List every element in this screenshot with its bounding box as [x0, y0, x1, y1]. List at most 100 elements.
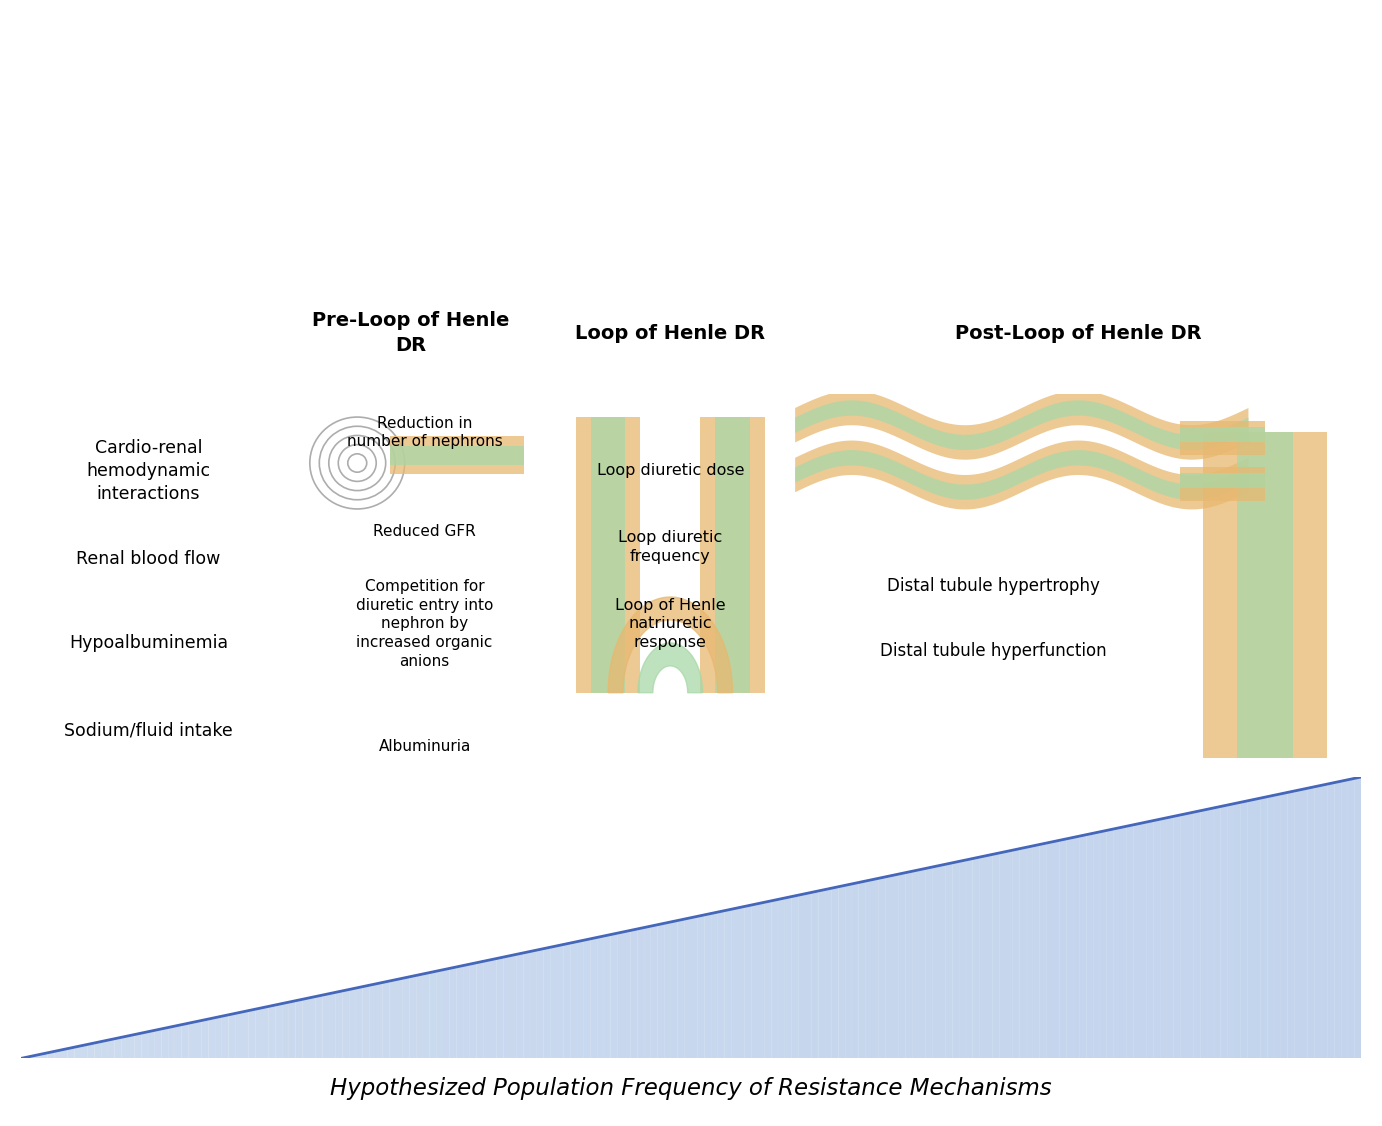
Polygon shape [1213, 806, 1220, 1058]
Polygon shape [1173, 815, 1180, 1058]
Polygon shape [470, 963, 477, 1058]
Polygon shape [811, 891, 818, 1058]
Polygon shape [54, 1049, 61, 1058]
Polygon shape [543, 947, 550, 1058]
Polygon shape [611, 933, 618, 1058]
Polygon shape [1328, 783, 1335, 1058]
Bar [1180, 427, 1265, 441]
Polygon shape [919, 868, 926, 1058]
Polygon shape [275, 1003, 282, 1058]
Polygon shape [1187, 812, 1194, 1058]
Polygon shape [1201, 810, 1206, 1058]
Polygon shape [1328, 783, 1335, 1058]
Polygon shape [1341, 779, 1347, 1058]
Polygon shape [383, 981, 390, 1058]
Polygon shape [35, 1054, 41, 1058]
Polygon shape [336, 991, 343, 1058]
Polygon shape [811, 891, 818, 1058]
Polygon shape [216, 1016, 221, 1058]
Polygon shape [1267, 795, 1274, 1058]
Polygon shape [966, 859, 973, 1058]
Polygon shape [905, 872, 912, 1058]
Polygon shape [181, 1024, 188, 1058]
Polygon shape [1180, 813, 1187, 1058]
Polygon shape [724, 910, 731, 1058]
Polygon shape [1006, 850, 1013, 1058]
Polygon shape [235, 1012, 242, 1058]
Polygon shape [973, 857, 980, 1058]
Polygon shape [898, 873, 905, 1058]
Polygon shape [1288, 790, 1294, 1058]
Polygon shape [1260, 797, 1267, 1058]
Polygon shape [477, 962, 484, 1058]
Polygon shape [1347, 778, 1354, 1058]
Polygon shape [209, 1018, 216, 1058]
Polygon shape [778, 899, 785, 1058]
Polygon shape [919, 868, 926, 1058]
Polygon shape [1307, 787, 1314, 1058]
Polygon shape [858, 881, 865, 1058]
Polygon shape [879, 877, 886, 1058]
Polygon shape [1294, 789, 1300, 1058]
Polygon shape [531, 950, 536, 1058]
Polygon shape [771, 900, 778, 1058]
Polygon shape [68, 1047, 75, 1058]
Polygon shape [402, 976, 409, 1058]
Polygon shape [61, 1048, 68, 1058]
Polygon shape [1260, 797, 1267, 1058]
Polygon shape [82, 1045, 88, 1058]
Polygon shape [1294, 789, 1300, 1058]
Polygon shape [637, 928, 644, 1058]
Polygon shape [1241, 801, 1248, 1058]
Polygon shape [637, 928, 644, 1058]
Polygon shape [608, 597, 732, 692]
Bar [576, 417, 640, 692]
Polygon shape [517, 953, 524, 1058]
Polygon shape [905, 872, 912, 1058]
Polygon shape [1086, 833, 1093, 1058]
Polygon shape [484, 959, 489, 1058]
Polygon shape [1288, 790, 1294, 1058]
Text: Pre-Loop of Henle
DR: Pre-Loop of Henle DR [312, 311, 510, 356]
Polygon shape [1187, 812, 1194, 1058]
Polygon shape [1140, 822, 1147, 1058]
Polygon shape [1020, 847, 1025, 1058]
Polygon shape [357, 986, 362, 1058]
Text: Distal tubule hypertrophy: Distal tubule hypertrophy [886, 577, 1100, 595]
Polygon shape [489, 958, 496, 1058]
Polygon shape [571, 941, 578, 1058]
Polygon shape [799, 894, 804, 1058]
Polygon shape [1335, 781, 1341, 1058]
Polygon shape [724, 910, 731, 1058]
Polygon shape [583, 939, 590, 1058]
Polygon shape [310, 997, 315, 1058]
Polygon shape [503, 956, 510, 1058]
Polygon shape [1072, 835, 1079, 1058]
Polygon shape [221, 1015, 228, 1058]
Polygon shape [1154, 820, 1159, 1058]
Polygon shape [691, 917, 698, 1058]
Polygon shape [799, 894, 804, 1058]
Polygon shape [933, 866, 938, 1058]
Text: Intra-Nephron DR: Intra-Nephron DR [709, 197, 929, 222]
Text: Loop of Henle DR: Loop of Henle DR [575, 324, 766, 342]
Polygon shape [590, 937, 597, 1058]
Polygon shape [583, 939, 590, 1058]
Polygon shape [893, 874, 898, 1058]
Polygon shape [644, 926, 651, 1058]
Polygon shape [738, 906, 745, 1058]
Polygon shape [785, 896, 792, 1058]
Polygon shape [289, 1001, 296, 1058]
Polygon shape [416, 974, 423, 1058]
Polygon shape [712, 912, 717, 1058]
Text: Competition for
diuretic entry into
nephron by
increased organic
anions: Competition for diuretic entry into neph… [357, 579, 493, 669]
Polygon shape [1159, 817, 1166, 1058]
Polygon shape [1354, 777, 1361, 1058]
Polygon shape [571, 941, 578, 1058]
Polygon shape [1241, 801, 1248, 1058]
Polygon shape [665, 922, 670, 1058]
Polygon shape [893, 874, 898, 1058]
Polygon shape [818, 890, 825, 1058]
Polygon shape [263, 1007, 268, 1058]
Polygon shape [1107, 829, 1114, 1058]
